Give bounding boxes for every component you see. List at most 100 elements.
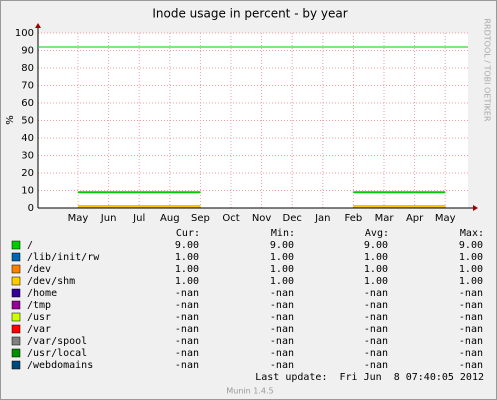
legend-stat: -nan (364, 300, 388, 311)
legend-stat: -nan (175, 312, 199, 323)
legend-swatch (11, 312, 21, 322)
legend-swatch (11, 264, 21, 274)
x-tick-label: Feb (345, 213, 363, 224)
stat-header: Cur: (176, 228, 200, 239)
legend-stat: -nan (175, 336, 199, 347)
axis-arrow (473, 205, 478, 211)
legend-swatch (11, 288, 21, 298)
y-tick-label: 80 (21, 63, 34, 74)
legend-swatch (11, 324, 21, 334)
legend-stat: -nan (364, 348, 388, 359)
legend-label: /home (27, 288, 57, 299)
x-tick-label: May (68, 213, 89, 224)
side-text: RRDTOOL / TOBI OETIKER (483, 18, 492, 121)
legend-label: /lib/init/rw (27, 252, 100, 263)
y-tick-label: 70 (21, 81, 34, 92)
stat-header: Max: (460, 228, 484, 239)
legend-stat: -nan (175, 324, 199, 335)
x-tick-label: Oct (222, 213, 239, 224)
y-tick-label: 40 (21, 133, 34, 144)
legend-stat: 1.00 (364, 264, 388, 275)
legend-stat: 1.00 (459, 264, 483, 275)
legend-label: /usr (27, 312, 51, 323)
legend-stat: -nan (270, 348, 294, 359)
x-tick-label: Apr (406, 213, 424, 224)
y-axis-label: % (5, 115, 16, 125)
legend-stat: -nan (270, 360, 294, 371)
legend-stat: 9.00 (175, 240, 199, 251)
legend-stat: -nan (459, 360, 483, 371)
legend-stat: -nan (459, 348, 483, 359)
legend-stat: -nan (459, 312, 483, 323)
legend-stat: 1.00 (459, 276, 483, 287)
legend-stat: -nan (175, 300, 199, 311)
legend-stat: -nan (175, 360, 199, 371)
x-tick-label: Dec (283, 213, 302, 224)
legend-swatch (11, 276, 21, 286)
y-tick-label: 20 (21, 168, 34, 179)
legend-stat: -nan (364, 360, 388, 371)
legend-stat: -nan (175, 288, 199, 299)
legend-label: /tmp (27, 300, 51, 311)
y-tick-label: 30 (21, 151, 34, 162)
legend-stat: 9.00 (364, 240, 388, 251)
legend-stat: -nan (270, 300, 294, 311)
legend-swatch (11, 360, 21, 370)
legend-stat: 9.00 (270, 240, 294, 251)
legend-stat: -nan (175, 348, 199, 359)
legend-label: /webdomains (27, 360, 93, 371)
x-tick-label: Jul (132, 213, 145, 224)
legend-swatch (11, 300, 21, 310)
stat-header: Min: (271, 228, 295, 239)
legend-stat: 1.00 (459, 252, 483, 263)
x-tick-label: Nov (252, 213, 272, 224)
y-tick-label: 90 (21, 46, 34, 57)
legend-stat: -nan (270, 312, 294, 323)
legend: /9.00 9.00 9.00 9.00/lib/init/rw 1.00 1.00 1.0… (11, 240, 483, 371)
x-tick-label: Jan (314, 213, 330, 224)
legend-swatch (11, 240, 21, 250)
stat-header: Avg: (365, 228, 389, 239)
legend-stat: 1.00 (364, 252, 388, 263)
legend-stat: -nan (364, 324, 388, 335)
legend-stat: 9.00 (459, 240, 483, 251)
x-tick-label: Mar (375, 213, 395, 224)
legend-stat: -nan (459, 336, 483, 347)
chart-title: Inode usage in percent - by year (152, 7, 347, 21)
legend-label: /usr/local (27, 348, 87, 359)
x-tick-label: Jun (100, 213, 117, 224)
legend-stat: 1.00 (175, 264, 199, 275)
legend-stat: 1.00 (175, 252, 199, 263)
y-tick-label: 10 (21, 186, 34, 197)
legend-swatch (11, 348, 21, 358)
legend-stat: 1.00 (364, 276, 388, 287)
legend-label: /var/spool (27, 336, 87, 347)
last-update: Last update: Fri Jun 8 07:40:05 2012 (255, 372, 484, 383)
y-tick-label: 60 (21, 98, 34, 109)
x-tick-label: May (435, 213, 456, 224)
y-tick-label: 50 (21, 116, 34, 127)
legend-stat: -nan (459, 288, 483, 299)
legend-label: / (27, 240, 33, 251)
legend-stat: 1.00 (175, 276, 199, 287)
legend-stat: -nan (270, 288, 294, 299)
legend-stat: -nan (270, 336, 294, 347)
axis-arrow (35, 23, 41, 28)
footer: Munin 1.4.5 (226, 387, 273, 396)
x-tick-label: Aug (160, 213, 180, 224)
legend-stat: -nan (364, 312, 388, 323)
x-tick-label: Sep (191, 213, 210, 224)
y-tick-label: 100 (15, 28, 34, 39)
legend-swatch (11, 336, 21, 346)
legend-stat: -nan (459, 300, 483, 311)
legend-stat: -nan (459, 324, 483, 335)
legend-stat: -nan (270, 324, 294, 335)
legend-stat: 1.00 (270, 252, 294, 263)
legend-stat: -nan (364, 336, 388, 347)
legend-label: /var (27, 324, 51, 335)
legend-stat: 1.00 (270, 264, 294, 275)
legend-label: /dev (27, 264, 51, 275)
legend-stat: -nan (364, 288, 388, 299)
plot-area (38, 33, 468, 208)
